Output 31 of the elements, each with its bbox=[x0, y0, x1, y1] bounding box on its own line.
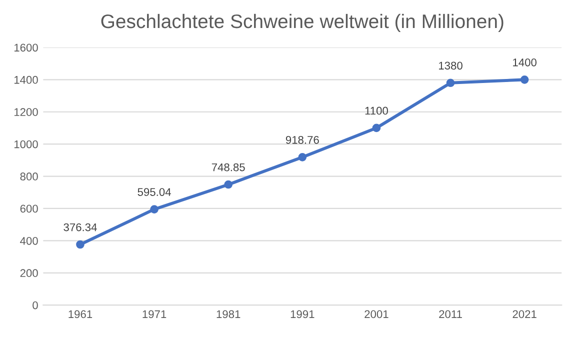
y-tick-label: 1600 bbox=[14, 44, 38, 52]
y-tick-label: 0 bbox=[32, 301, 38, 310]
y-tick-label: 1400 bbox=[14, 76, 38, 84]
y-tick-label: 1200 bbox=[14, 108, 38, 116]
point bbox=[372, 124, 381, 132]
y-tick-label: 400 bbox=[20, 236, 38, 245]
x-tick-label: 2011 bbox=[439, 310, 462, 318]
point bbox=[150, 205, 158, 214]
data-label: 918.76 bbox=[286, 136, 319, 144]
data-label: 1380 bbox=[439, 62, 462, 70]
point bbox=[520, 76, 529, 84]
data-label: 376.34 bbox=[64, 223, 97, 232]
y-tick-label: 200 bbox=[20, 269, 38, 278]
point bbox=[446, 78, 455, 88]
point bbox=[76, 240, 84, 249]
chart-title: Geschlachtete Schweine weltweit (in Millionen) bbox=[101, 14, 504, 32]
data-label: 595.04 bbox=[138, 188, 171, 196]
data-label: 1100 bbox=[365, 106, 388, 115]
data-label: 1400 bbox=[513, 58, 536, 66]
point bbox=[298, 152, 307, 162]
x-tick-label: 2021 bbox=[512, 310, 536, 318]
y-tick-label: 1000 bbox=[14, 140, 38, 148]
data-label: 748.85 bbox=[212, 163, 245, 172]
x-tick-label: 1961 bbox=[68, 310, 92, 318]
x-tick-label: 1971 bbox=[142, 310, 166, 318]
point bbox=[224, 180, 233, 189]
x-tick-label: 1981 bbox=[216, 310, 240, 318]
x-tick-label: 1991 bbox=[290, 310, 314, 318]
y-tick-label: 800 bbox=[20, 172, 38, 180]
y-tick-label: 600 bbox=[20, 204, 38, 213]
x-tick-label: 2001 bbox=[364, 310, 388, 318]
